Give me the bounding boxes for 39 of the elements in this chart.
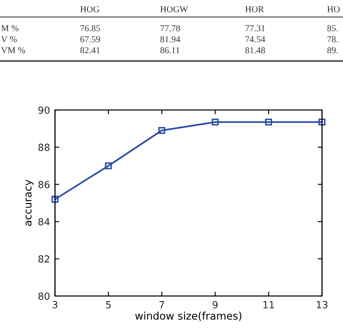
category-label: M % (1, 25, 18, 32)
text: 67.59 (80, 36, 100, 42)
text: 86.11 (160, 47, 180, 54)
point (212, 118, 219, 126)
y-tick-label: 82 (38, 255, 50, 263)
category-label: HOG (80, 6, 100, 12)
x-tick-label: 7 (160, 301, 164, 308)
x-tick-label: 3 (52, 301, 58, 308)
point (52, 196, 58, 203)
text: 85. (327, 25, 338, 32)
category-label: HOR (245, 6, 264, 12)
text: 81.48 (245, 47, 265, 54)
x-axis-title: window size(frames) (135, 312, 242, 321)
text: 77.78 (160, 25, 180, 32)
point (104, 162, 112, 170)
x-tick-label: 13 (316, 301, 328, 308)
point (158, 126, 166, 134)
x-tick-label: 5 (106, 301, 111, 308)
text: 81.94 (160, 36, 180, 42)
y-tick-label: 90 (38, 106, 50, 114)
y-tick-label: 80 (38, 292, 50, 300)
y-axis-title: accuracy (26, 180, 34, 226)
text: 74.54 (246, 36, 266, 42)
category-label: HO (327, 6, 340, 12)
y-tick-label: 86 (38, 180, 50, 188)
category-label: VM % (1, 47, 26, 54)
text: 76.85 (80, 25, 100, 32)
y-tick-label: 88 (38, 144, 50, 152)
text: 89. (327, 47, 338, 54)
text: 78. (328, 36, 338, 42)
category-label: HOGW (160, 6, 188, 12)
y-tick-label: 84 (38, 218, 50, 226)
x-tick-label: 11 (263, 301, 274, 308)
point (318, 118, 326, 126)
text: 77.31 (246, 25, 265, 32)
x-tick-label: 9 (212, 301, 218, 308)
text: 82.41 (80, 47, 100, 54)
category-label: V % (1, 36, 17, 42)
point (265, 118, 272, 126)
